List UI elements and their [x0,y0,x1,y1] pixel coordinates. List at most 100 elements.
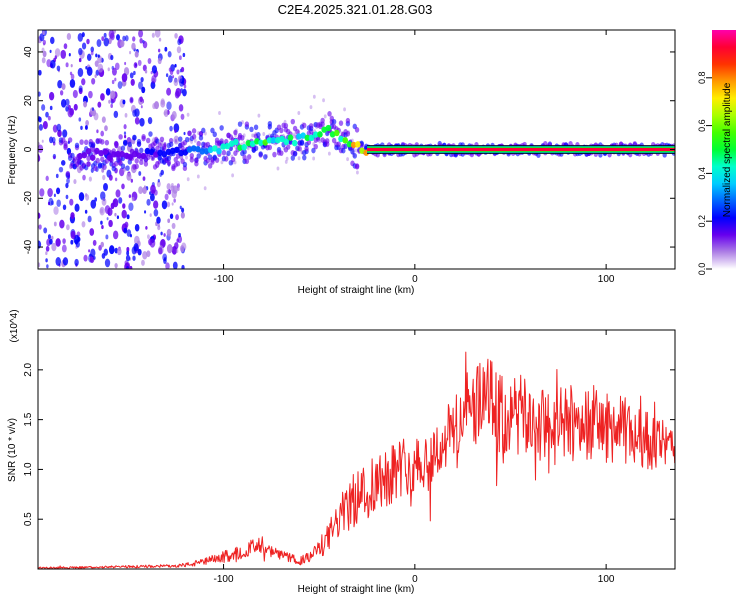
spectrogram-scatter-blob [96,39,102,47]
spectrogram-scatter-blob [171,222,176,230]
spectrogram-ridge-core [110,151,117,158]
spectrogram-scatter-blob [45,258,48,263]
spectrogram-ridge-halo [283,122,289,129]
spectrogram-x-tick-label-0: -100 [214,274,234,285]
spectrogram-ridge-core [270,136,277,144]
spectrogram-ridge-halo [104,139,110,146]
spectrogram-scatter-blob [60,98,67,108]
spectrogram-ridge-core [283,138,290,146]
spectrogram-scatter-blob [182,88,187,97]
spectrogram-scatter-blob [73,103,78,111]
spectrogram-scatter-blob [41,57,46,64]
spectrogram-ridge-halo [315,136,321,142]
colorbar-tick-label-1: 0.2 [697,215,707,228]
spectrogram-scatter-blob [90,248,96,258]
spectrogram-scatter-blob [126,172,132,181]
spectrogram-ridge-halo [79,139,84,145]
spectrogram-scatter-blob [108,174,113,181]
spectrogram-ridge-halo [253,145,259,152]
spectrogram-scatter-blob [42,50,47,58]
spectrogram-faint-blob [346,157,349,162]
spectrogram-scatter-blob [90,167,94,173]
spectrogram-x-label: Height of straight line (km) [298,285,415,296]
spectrogram-ridge-core [262,139,269,146]
spectrogram-ridge-core [207,146,214,154]
spectrogram-ridge-core [291,139,298,147]
spectrogram-scatter-blob [166,87,172,96]
spectrogram-scatter-blob [181,207,185,213]
spectrogram-ridge-core [203,148,210,155]
spectrogram-scatter-blob [126,214,130,220]
spectrogram-scatter-blob [129,96,134,104]
spectrogram-scatter-blob [41,47,45,53]
spectrogram-scatter-blob [126,229,132,237]
spectrogram-faint-blob [186,177,190,182]
spectrogram-ridge-halo [246,154,252,160]
spectrogram-ridge-halo [93,165,98,172]
spectrogram-scatter-blob [133,243,139,252]
spectrogram-scatter-blob [72,89,78,99]
spectrogram-ridge-halo [244,158,250,165]
spectrogram-scatter-blob [53,155,56,159]
spectrogram-faint-blob [356,170,359,175]
spectrogram-scatter-blob [97,54,100,58]
spectrogram-scatter-blob [166,183,171,191]
spectrogram-scatter-blob [134,51,139,58]
spectrogram-ridge-halo [336,141,341,147]
spectrogram-scatter-blob [166,190,169,194]
spectrogram-ridge-core [333,129,340,137]
spectrogram-ridge-halo [263,154,268,160]
spectrogram-scatter-blob [55,257,61,266]
spectrogram-scatter-blob [103,183,108,191]
spectrogram-scatter-blob [49,238,53,245]
spectrogram-scatter-blob [163,256,167,261]
spectrogram-scatter-blob [134,117,140,125]
spectrogram-scatter-blob [165,262,170,269]
spectrogram-ridge-halo [168,141,174,148]
spectrogram-scatter-blob [180,113,185,120]
spectrogram-ridge-halo [120,163,126,169]
spectrogram-scatter-blob [55,173,59,179]
spectrogram-scatter-blob [179,78,185,87]
spectrogram-scatter-blob [89,255,95,264]
spectrogram-ridge-halo [166,155,172,162]
spectrogram-ridge-halo [214,157,220,163]
spectrogram-scatter-blob [45,111,49,118]
spectrogram-scatter-blob [81,78,86,86]
spectrogram-ridge-halo [286,144,291,150]
spectrogram-ridge-halo [100,139,105,145]
spectrogram-scatter-blob [156,180,161,188]
spectrogram-ridge-halo [118,134,123,140]
spectrogram-ridge-core [249,140,256,148]
colorbar-gradient [712,30,736,269]
spectrogram-scatter-blob [166,101,172,111]
spectrogram-scatter-blob [66,32,72,40]
spectrogram-faint-blob [220,160,224,165]
spectrogram-ridge-core [131,150,138,158]
spectrogram-ridge-halo [341,147,346,154]
spectrogram-ridge-halo [196,140,201,147]
spectrogram-scatter-blob [77,33,84,42]
spectrogram-ridge-halo [290,155,295,161]
spectrogram-ridge-core [224,142,231,150]
spectrogram-scatter-blob [123,124,127,130]
spectrogram-scatter-blob [129,265,133,269]
spectrogram-scatter-blob [121,209,127,219]
spectrogram-scatter-blob [128,202,134,212]
spectrogram-scatter-blob [131,42,136,51]
spectrogram-scatter-blob [140,77,144,83]
spectrogram-scatter-blob [114,262,118,269]
spectrogram-scatter-blob [133,62,138,69]
spectrogram-scatter-blob [180,211,185,219]
spectrogram-ridge-halo [148,131,153,137]
spectrogram-ridge-core [237,144,243,151]
spectrogram-scatter-blob [132,255,136,261]
spectrogram-scatter-blob [145,225,148,230]
spectrogram-faint-blob [297,156,301,161]
spectrogram-ridge-halo [302,122,307,129]
spectrogram-scatter-blob [169,125,173,132]
spectrogram-scatter-blob [138,81,143,90]
spectrogram-scatter-blob [38,212,41,219]
spectrogram-scatter-blob [176,69,180,75]
spectrogram-scatter-blob [158,247,163,255]
